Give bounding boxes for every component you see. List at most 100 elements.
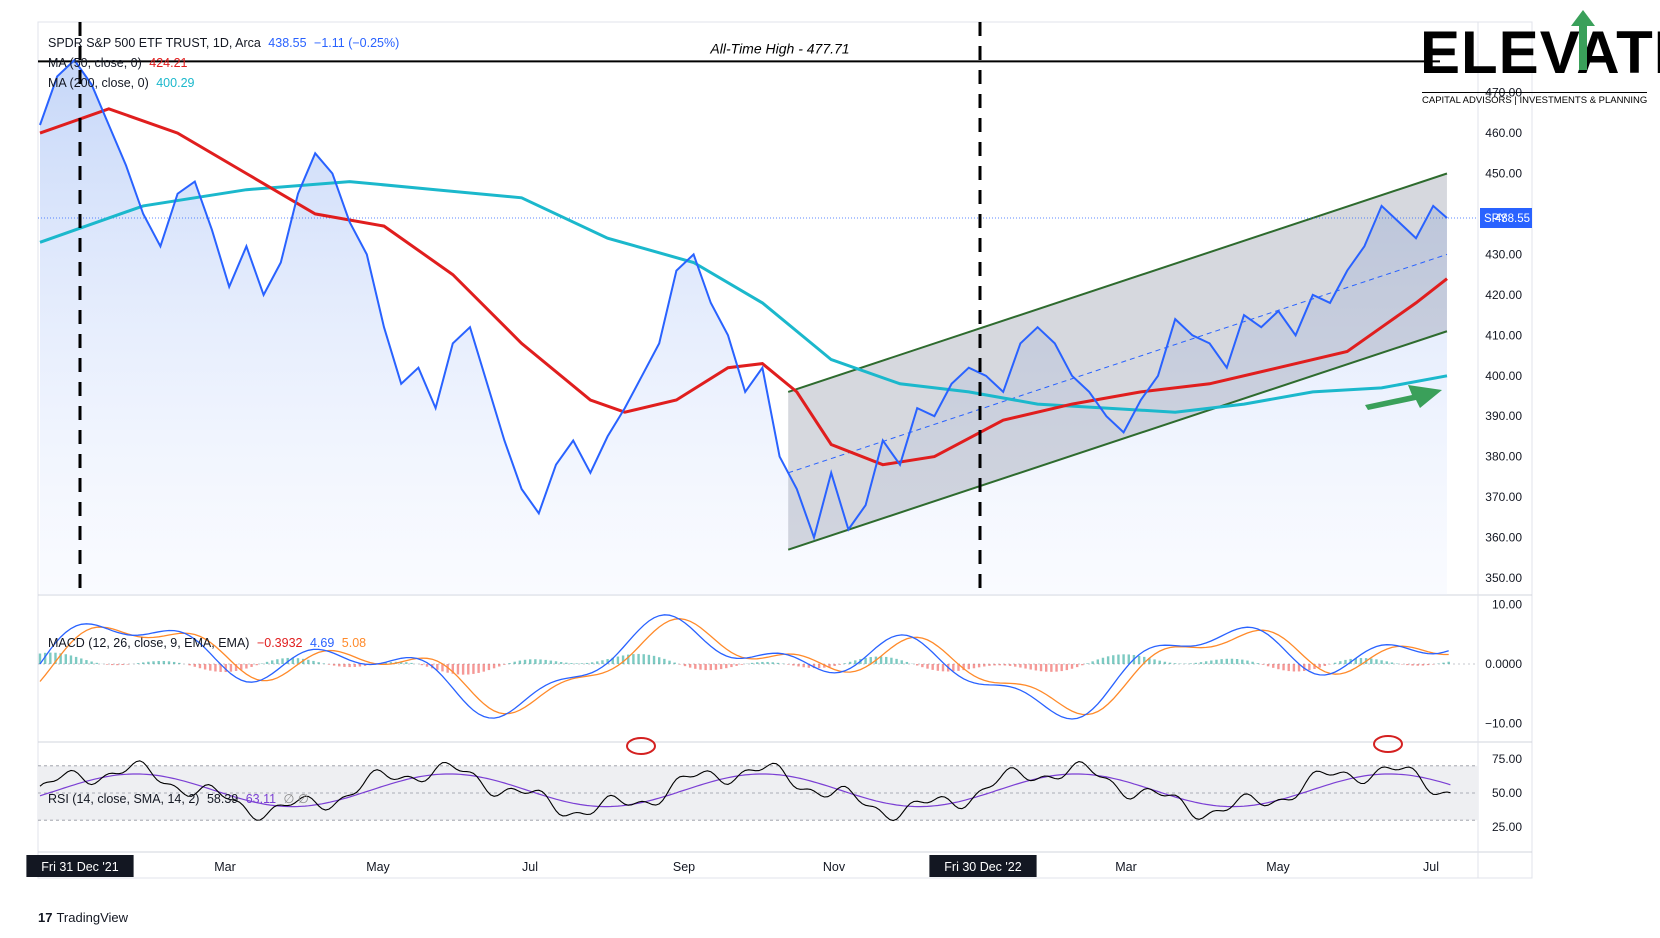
price-axis-tick: 410.00 — [1485, 328, 1522, 342]
macd-histogram-bar — [601, 660, 603, 664]
macd-histogram-bar — [498, 664, 500, 667]
macd-histogram-bar — [529, 659, 531, 664]
macd-histogram-bar — [1159, 661, 1161, 664]
macd-histogram-bar — [895, 659, 897, 664]
logo-tagline: CAPITAL ADVISORS | INVESTMENTS & PLANNIN… — [1422, 92, 1647, 106]
macd-histogram-bar — [49, 653, 51, 664]
macd-histogram-bar — [926, 664, 928, 669]
macd-histogram-bar — [864, 658, 866, 664]
macd-legend: MACD (12, 26, close, 9, EMA, EMA) −0.393… — [48, 636, 370, 650]
macd-histogram-bar — [885, 657, 887, 664]
macd-histogram-bar — [467, 664, 469, 675]
macd-histogram-bar — [983, 664, 985, 666]
price-axis-tick: 390.00 — [1485, 409, 1522, 423]
macd-histogram-bar — [544, 660, 546, 664]
macd-histogram-bar — [1060, 664, 1062, 671]
macd-histogram-bar — [1277, 664, 1279, 669]
macd-histogram-bar — [426, 664, 428, 667]
rsi-label: RSI (14, close, SMA, 14, 2) — [48, 792, 199, 806]
macd-histogram-bar — [1107, 656, 1109, 664]
price-axis-tick: 450.00 — [1485, 167, 1522, 181]
macd-histogram-bar — [1189, 663, 1191, 664]
macd-histogram-bar — [772, 662, 774, 664]
macd-histogram-bar — [75, 657, 77, 664]
macd-histogram-bar — [1226, 659, 1228, 664]
macd-histogram-bar — [1370, 659, 1372, 664]
symbol-title: SPDR S&P 500 ETF TRUST, 1D, Arca — [48, 36, 261, 50]
tradingview-logo-icon: 17 — [38, 910, 52, 925]
macd-histogram-bar — [901, 660, 903, 664]
macd-histogram-bar — [921, 664, 923, 667]
macd-histogram-bar — [462, 664, 464, 675]
macd-histogram-bar — [436, 664, 438, 670]
price-axis-tick: 350.00 — [1485, 571, 1522, 585]
macd-histogram-bar — [261, 663, 263, 664]
macd-histogram-bar — [735, 664, 737, 666]
macd-histogram-bar — [106, 664, 108, 665]
macd-histogram-bar — [632, 654, 634, 664]
macd-histogram-bar — [405, 662, 407, 664]
macd-histogram-bar — [147, 662, 149, 664]
macd-histogram-bar — [1102, 658, 1104, 664]
ma50-legend: MA (50, close, 0) 424.21 — [48, 56, 192, 70]
macd-histogram-bar — [648, 655, 650, 664]
macd-histogram-bar — [421, 664, 423, 665]
macd-histogram-bar — [194, 664, 196, 667]
macd-histogram-bar — [1071, 664, 1073, 669]
macd-histogram-bar — [565, 663, 567, 664]
macd-histogram-bar — [1257, 663, 1259, 664]
macd-histogram-bar — [1210, 660, 1212, 664]
macd-histogram-bar — [1293, 664, 1295, 671]
macd-histogram-bar — [1169, 663, 1171, 664]
macd-histogram-bar — [673, 663, 675, 664]
macd-histogram-bar — [1205, 661, 1207, 664]
macd-signal-value: 5.08 — [342, 636, 366, 650]
x-axis-tick: May — [1266, 860, 1290, 874]
symbol-legend: SPDR S&P 500 ETF TRUST, 1D, Arca 438.55 … — [48, 36, 403, 50]
macd-histogram-bar — [1153, 659, 1155, 664]
macd-histogram-bar — [519, 661, 521, 664]
macd-label: MACD (12, 26, close, 9, EMA, EMA) — [48, 636, 249, 650]
macd-histogram-bar — [833, 664, 835, 666]
price-axis-tick: 420.00 — [1485, 288, 1522, 302]
macd-histogram-bar — [539, 659, 541, 664]
logo-word: ELEVATE — [1420, 18, 1660, 88]
ma200-value: 400.29 — [156, 76, 194, 90]
macd-histogram-bar — [581, 663, 583, 664]
macd-histogram-bar — [323, 663, 325, 664]
macd-histogram-bar — [1220, 659, 1222, 664]
macd-histogram-bar — [741, 664, 743, 665]
macd-histogram-bar — [209, 664, 211, 671]
macd-histogram-bar — [1035, 664, 1037, 670]
x-axis-tick: Fri 30 Dec '22 — [944, 860, 1021, 874]
x-axis-tick: Fri 31 Dec '21 — [41, 860, 118, 874]
macd-histogram-bar — [617, 657, 619, 664]
macd-histogram-bar — [1195, 663, 1197, 664]
macd-histogram-bar — [1334, 663, 1336, 664]
rsi-legend: RSI (14, close, SMA, 14, 2) 58.39 63.11 … — [48, 791, 313, 806]
macd-histogram-bar — [663, 659, 665, 664]
macd-histogram-bar — [65, 654, 67, 664]
macd-histogram-bar — [85, 660, 87, 664]
price-axis-tick: 370.00 — [1485, 490, 1522, 504]
macd-histogram-bar — [276, 659, 278, 664]
macd-histogram-bar — [1447, 662, 1449, 664]
macd-histogram-bar — [1246, 661, 1248, 664]
macd-histogram-bar — [880, 657, 882, 664]
macd-histogram-bar — [1427, 664, 1429, 665]
macd-histogram-bar — [1076, 664, 1078, 667]
macd-histogram-bar — [1442, 663, 1444, 664]
x-axis-tick: Nov — [823, 860, 846, 874]
macd-histogram-bar — [710, 664, 712, 670]
macd-histogram-bar — [524, 660, 526, 664]
macd-histogram-bar — [1138, 656, 1140, 664]
ma50-label: MA (50, close, 0) — [48, 56, 142, 70]
macd-histogram-bar — [999, 664, 1001, 665]
macd-histogram-bar — [797, 664, 799, 666]
symbol-price: 438.55 — [268, 36, 306, 50]
macd-histogram-bar — [488, 664, 490, 670]
macd-histogram-bar — [1386, 661, 1388, 664]
macd-line-value: 4.69 — [310, 636, 334, 650]
